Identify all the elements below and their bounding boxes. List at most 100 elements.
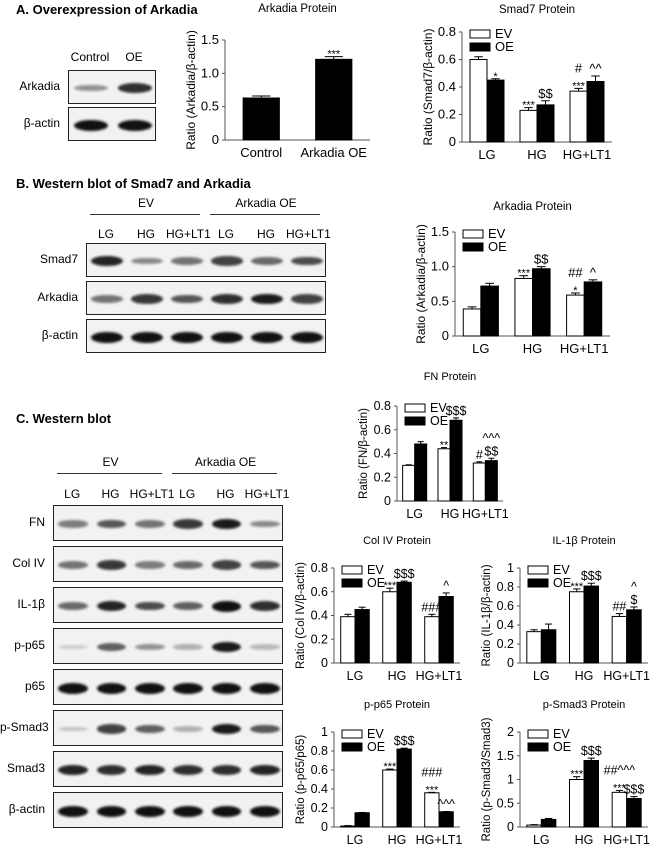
protein-band	[211, 723, 242, 735]
protein-band	[131, 257, 163, 265]
legend-label: OE	[488, 239, 507, 254]
bar-oe	[536, 104, 555, 143]
protein-band	[96, 682, 127, 694]
significance-marker: ***	[327, 49, 341, 61]
bar-ev	[568, 779, 585, 828]
y-tick-label: 0.4	[311, 782, 328, 796]
protein-band	[211, 294, 243, 304]
blot-row-label: β-actin	[41, 328, 78, 342]
protein-band	[134, 643, 165, 651]
blot-row-label: β-actin	[23, 116, 60, 130]
bar-oe	[438, 596, 454, 664]
group-label: EV	[137, 196, 154, 210]
lane-label: HG	[137, 227, 155, 241]
significance-marker: ***	[425, 784, 439, 796]
legend-swatch-ev	[527, 729, 549, 739]
blot-row-label: Smad7	[39, 252, 78, 266]
significance-marker: ##	[568, 265, 583, 280]
significance-marker: ***	[383, 761, 397, 773]
y-tick-label: 0.4	[374, 447, 391, 461]
blot-strip	[53, 792, 283, 828]
blot-strip	[53, 669, 283, 705]
legend-label: OE	[367, 576, 385, 590]
bar-ev	[382, 591, 398, 664]
significance-marker: ***	[517, 268, 531, 280]
legend-swatch-ev	[527, 565, 549, 575]
x-category-label: HG	[523, 341, 543, 356]
protein-band	[211, 518, 242, 530]
protein-band	[173, 805, 204, 817]
legend-label: EV	[488, 226, 506, 241]
protein-band	[211, 600, 242, 612]
y-axis-label: Ratio (p-Smad3/Smad3)	[481, 717, 493, 841]
significance-marker: ^	[590, 265, 597, 280]
significance-marker: $	[630, 593, 637, 607]
significance-marker: $$$	[623, 783, 644, 797]
x-category-label: LG	[472, 341, 489, 356]
bar-ev	[569, 90, 588, 143]
protein-band	[291, 294, 323, 304]
protein-band	[211, 256, 243, 266]
y-tick-label: 0	[212, 132, 219, 147]
protein-band	[134, 724, 165, 734]
significance-marker: ###	[421, 765, 442, 779]
protein-band	[171, 257, 203, 265]
bar-ev	[566, 294, 585, 337]
bar-oe	[486, 79, 505, 143]
significance-marker: ***	[570, 581, 584, 593]
legend-swatch-oe	[469, 42, 491, 52]
x-category-label: HG+LT1	[603, 833, 650, 847]
protein-band	[134, 561, 165, 569]
significance-marker: ***	[572, 80, 586, 92]
bar-oe	[540, 818, 557, 828]
protein-band	[91, 331, 123, 343]
blot-strip	[53, 710, 283, 746]
chart-title: Arkadia Protein	[258, 3, 337, 15]
protein-band	[134, 682, 165, 694]
significance-marker: ***	[522, 100, 536, 112]
group-divider	[210, 214, 320, 215]
blot-row-label: p-Smad3	[0, 720, 49, 734]
y-axis-label: Ratio (FN/β-actin)	[358, 408, 370, 499]
x-category-label: HG	[441, 507, 460, 521]
chart-svg: Col IV Protein 0 0.2 0.4 0.6 0.8 Ratio (Col IV…	[295, 535, 462, 683]
chart-p-p65-protein: p-p65 Protein 0 0.2 0.4 0.6 0.8 1 Ratio (p-p65/…	[282, 692, 467, 852]
protein-band	[173, 519, 204, 529]
y-tick-label: 1.5	[201, 32, 219, 47]
chart-svg: IL-1β Protein 0 0.2 0.4 0.6 0.8 1 Ratio (IL-1β/…	[481, 535, 650, 683]
lane-label: LG	[179, 487, 196, 501]
y-tick-label: 0.4	[497, 618, 514, 632]
chart-svg: p-Smad3 Protein 0 0.5 1 1.5 2 Ratio (p-Smad3/S…	[481, 699, 650, 847]
legend-swatch-oe	[462, 242, 484, 252]
y-tick-label: 0.2	[311, 632, 328, 646]
legend-label: OE	[553, 576, 571, 590]
group-divider	[90, 214, 200, 215]
protein-band	[117, 83, 153, 93]
protein-band	[73, 84, 109, 92]
legend-label: OE	[553, 740, 571, 754]
y-tick-label: 0	[321, 820, 328, 834]
protein-band	[173, 601, 204, 611]
group-label: Arkadia OE	[194, 455, 257, 469]
significance-marker: ^^	[589, 61, 602, 76]
y-tick-label: 0.4	[438, 79, 456, 94]
group-label: EV	[102, 455, 119, 469]
legend-swatch-oe	[527, 578, 549, 588]
y-axis-label: Ratio (IL-1β/β-actin)	[481, 564, 493, 666]
section-b-title: B. Western blot of Smad7 and Arkadia	[16, 176, 251, 191]
x-category-label: Arkadia OE	[301, 145, 368, 160]
x-category-label: HG+LT1	[416, 833, 463, 847]
blot-row-label: Arkadia	[37, 290, 78, 304]
x-category-label: HG+LT1	[603, 669, 650, 683]
bar-ev	[472, 462, 486, 502]
legend-swatch-ev	[341, 729, 363, 739]
y-tick-label: 1.0	[431, 259, 449, 274]
protein-band	[134, 520, 165, 528]
x-category-label: HG	[388, 833, 407, 847]
protein-band	[131, 331, 163, 343]
protein-band	[58, 561, 89, 569]
significance-marker: ^	[443, 579, 449, 593]
legend-label: OE	[367, 740, 385, 754]
